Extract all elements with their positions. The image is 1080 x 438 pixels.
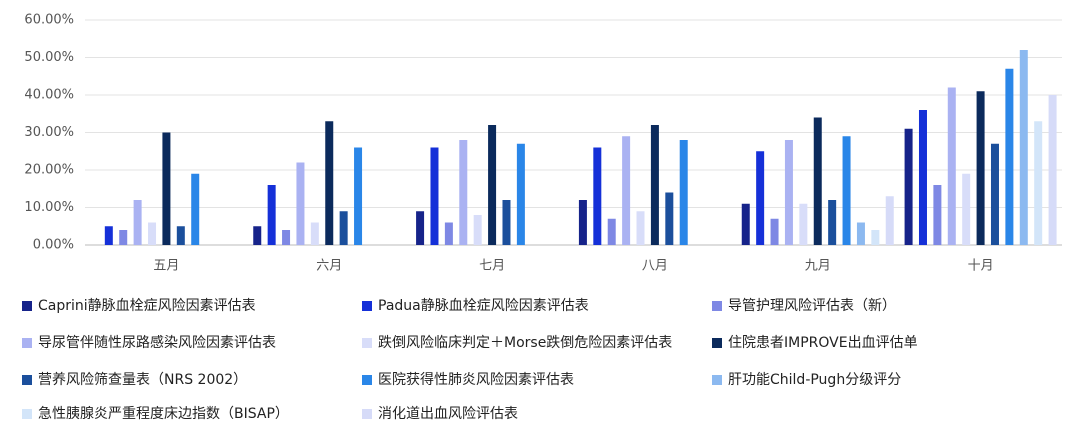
bar — [162, 132, 171, 245]
bar — [976, 91, 985, 245]
legend-swatch — [362, 338, 372, 348]
bar — [416, 211, 425, 245]
legend-swatch — [362, 375, 372, 385]
bar — [665, 192, 674, 245]
bar — [339, 211, 348, 245]
legend-swatch — [712, 375, 722, 385]
bar — [516, 143, 525, 245]
legend-label: 导尿管伴随性尿路感染风险因素评估表 — [38, 334, 276, 351]
bar — [650, 125, 659, 245]
y-tick-label: 30.00% — [24, 125, 74, 140]
bar — [904, 128, 913, 245]
bar — [947, 87, 956, 245]
y-tick-label: 20.00% — [24, 163, 74, 178]
bar — [473, 215, 482, 245]
x-tick-label: 八月 — [642, 259, 668, 274]
bar — [310, 222, 319, 245]
y-tick-label: 50.00% — [24, 50, 74, 65]
legend-label: 消化道出血风险评估表 — [378, 406, 518, 422]
bar — [918, 110, 927, 245]
y-tick-label: 40.00% — [24, 88, 74, 103]
bar — [607, 218, 616, 245]
bar — [593, 147, 602, 245]
legend-label: 急性胰腺炎严重程度床边指数（BISAP） — [38, 406, 289, 422]
bar — [282, 230, 291, 245]
bar — [488, 125, 497, 245]
legend-label: 导管护理风险评估表（新） — [728, 298, 896, 314]
legend-swatch — [22, 409, 32, 419]
bar — [578, 200, 587, 245]
bar — [990, 143, 999, 245]
legend-swatch — [22, 301, 32, 311]
bar — [962, 173, 971, 245]
bar — [354, 147, 363, 245]
bar — [933, 185, 942, 245]
legend-label: Caprini静脉血栓症风险因素评估表 — [38, 298, 256, 314]
legend-swatch — [22, 375, 32, 385]
bar — [1019, 50, 1028, 245]
legend-swatch — [712, 338, 722, 348]
y-tick-label: 60.00% — [24, 13, 74, 28]
bar — [813, 117, 822, 245]
bar — [622, 136, 631, 245]
bar — [253, 226, 262, 245]
bar — [459, 140, 468, 245]
bar — [430, 147, 439, 245]
bar — [191, 173, 200, 245]
bar — [741, 203, 750, 245]
bar — [1034, 121, 1043, 245]
y-tick-label: 10.00% — [24, 200, 74, 215]
bar — [119, 230, 128, 245]
legend-swatch — [362, 409, 372, 419]
bar — [784, 140, 793, 245]
bar — [885, 196, 894, 245]
bar — [828, 200, 837, 245]
bar — [856, 222, 865, 245]
legend-label: 跌倒风险临床判定＋Morse跌倒危险因素评估表 — [378, 335, 672, 351]
x-tick-label: 七月 — [479, 259, 505, 274]
bar — [296, 162, 305, 245]
legend-swatch — [22, 338, 32, 348]
bar — [325, 121, 334, 245]
bar — [1005, 68, 1014, 245]
x-tick-label: 九月 — [805, 259, 831, 274]
legend-swatch — [712, 301, 722, 311]
bar — [799, 203, 808, 245]
legend-label: 肝功能Child-Pugh分级评分 — [728, 372, 901, 388]
legend-label: 住院患者IMPROVE出血评估单 — [728, 335, 918, 351]
bar — [176, 226, 185, 245]
bar — [871, 230, 880, 245]
bar — [133, 200, 142, 245]
bar — [770, 218, 779, 245]
bar — [756, 151, 765, 245]
legend-label: 医院获得性肺炎风险因素评估表 — [378, 371, 574, 388]
legend-label: Padua静脉血栓症风险因素评估表 — [378, 298, 589, 314]
bar — [104, 226, 113, 245]
bar — [502, 200, 511, 245]
x-tick-label: 十月 — [968, 259, 994, 274]
y-tick-label: 0.00% — [33, 238, 74, 253]
legend-label: 营养风险筛查量表（NRS 2002） — [38, 372, 247, 388]
legend-swatch — [362, 301, 372, 311]
bar — [636, 211, 645, 245]
bar — [444, 222, 453, 245]
bar — [842, 136, 851, 245]
x-tick-label: 六月 — [316, 259, 342, 274]
bar — [267, 185, 276, 245]
bar — [1048, 95, 1057, 245]
bar — [679, 140, 688, 245]
x-tick-label: 五月 — [153, 259, 179, 274]
bar — [148, 222, 157, 245]
